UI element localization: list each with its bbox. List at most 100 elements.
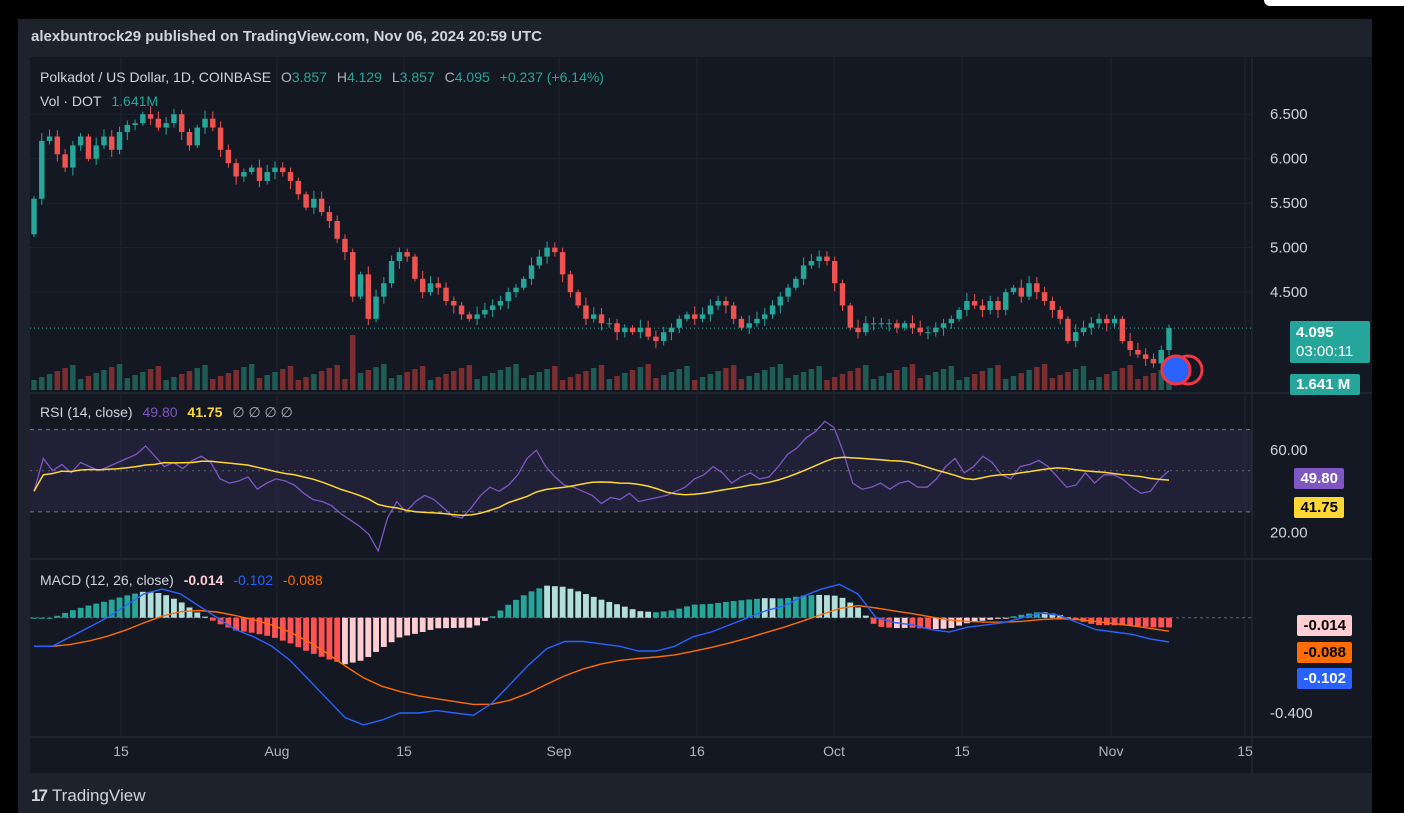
- candle-body: [256, 167, 263, 181]
- x-axis-tick-label: 15: [113, 743, 129, 759]
- macd-histogram-bar: [614, 604, 620, 618]
- macd-hist-badge: -0.014: [1297, 615, 1352, 636]
- volume-bar: [264, 375, 270, 390]
- volume-bar: [598, 365, 605, 390]
- volume-bar: [762, 370, 768, 390]
- volume-bar: [31, 380, 37, 390]
- volume-bar: [552, 366, 558, 390]
- volume-bar: [831, 377, 838, 390]
- macd-histogram-bar: [310, 617, 317, 654]
- rsi-line: [33, 420, 1170, 553]
- rsi-legend: RSI (14, close) 49.80 41.75 ∅ ∅ ∅ ∅: [40, 404, 299, 421]
- candle-body: [140, 114, 146, 124]
- macd-histogram-bar: [458, 617, 465, 628]
- volume-bar: [995, 365, 1001, 390]
- macd-histogram-bar: [777, 598, 784, 618]
- volume-bar: [521, 378, 527, 390]
- macd-histogram-bar: [1142, 617, 1149, 627]
- macd-histogram-bar: [917, 617, 924, 629]
- candle-body: [381, 283, 387, 297]
- volume-bar: [987, 368, 993, 390]
- rsi-value: 49.80: [142, 404, 178, 420]
- macd-histogram-bar: [139, 591, 146, 618]
- macd-histogram-bar: [886, 617, 893, 628]
- macd-hist-value: -0.014: [183, 572, 224, 588]
- volume-bar: [901, 367, 908, 390]
- volume-bar: [660, 375, 667, 390]
- volume-bar: [583, 371, 589, 390]
- macd-histogram-bar: [209, 617, 216, 621]
- macd-histogram-bar: [1150, 617, 1157, 628]
- volume-bar: [147, 369, 154, 390]
- macd-legend: MACD (12, 26, close) -0.014 -0.102 -0.08…: [40, 572, 329, 588]
- macd-histogram-bar: [225, 617, 232, 628]
- volume-bar: [178, 374, 185, 390]
- volume-bar: [140, 372, 146, 390]
- volume-bar: [870, 379, 877, 390]
- candle-body: [901, 323, 908, 328]
- candle-body: [1003, 292, 1009, 310]
- macd-histogram-bar: [730, 601, 737, 618]
- candle-body: [567, 274, 574, 293]
- macd-histogram-bar: [443, 617, 449, 629]
- volume-bar: [155, 366, 162, 390]
- publish-line: alexbuntrock29 published on TradingView.…: [31, 28, 542, 45]
- volume-bar: [217, 376, 224, 390]
- candle-body: [622, 327, 628, 333]
- volume-bar: [85, 376, 92, 390]
- volume-bar: [1158, 370, 1164, 390]
- volume-bar: [964, 377, 970, 390]
- volume-bar: [163, 380, 169, 390]
- volume-bar: [948, 366, 955, 390]
- volume-bar: [46, 374, 53, 390]
- macd-histogram-bar: [202, 616, 208, 618]
- macd-histogram-bar: [85, 605, 92, 618]
- candle-body: [1150, 358, 1157, 364]
- macd-histogram-bar: [1166, 617, 1172, 628]
- macd-histogram-bar: [256, 617, 263, 635]
- volume-bar: [777, 364, 784, 390]
- candle-body: [754, 318, 760, 324]
- candle-body: [940, 323, 947, 328]
- volume-bar: [1127, 365, 1133, 390]
- x-axis-tick-label: Aug: [265, 743, 290, 759]
- candle-body: [1158, 349, 1164, 364]
- candle-body: [210, 118, 216, 128]
- candle-body: [412, 256, 418, 279]
- candle-body: [793, 278, 799, 288]
- chart-area[interactable]: 15 Aug 15 Sep 16 Oct 15 Nov 15 6.500 6.000 5.500 5.0…: [30, 57, 1372, 773]
- candle-body: [474, 314, 480, 319]
- macd-histogram-bar: [194, 612, 201, 618]
- macd-histogram-bar: [948, 617, 955, 628]
- macd-histogram-bar: [171, 598, 177, 618]
- open-value: 3.857: [291, 69, 327, 85]
- chart-canvas[interactable]: 15 Aug 15 Sep 16 Oct 15 Nov 15 6.500 6.000 5.500 5.0…: [30, 57, 1372, 773]
- candle-body: [676, 318, 682, 328]
- volume-bar: [404, 372, 410, 390]
- volume-bar: [101, 370, 107, 390]
- candle-body: [606, 323, 612, 325]
- macd-histogram-bar: [1018, 614, 1025, 618]
- candle-body: [46, 136, 53, 141]
- volume-bar: [894, 370, 900, 390]
- candle-body: [233, 163, 239, 177]
- candle-body: [248, 167, 255, 173]
- tradingview-logo[interactable]: 17 TradingView: [31, 786, 145, 806]
- volume-bar: [505, 367, 511, 390]
- volume-bar: [1150, 373, 1157, 390]
- x-axis-tick-label: 15: [954, 743, 970, 759]
- candle-body: [855, 327, 861, 333]
- volume-bar: [443, 374, 449, 390]
- x-axis-tick-label: Nov: [1099, 743, 1124, 759]
- volume-bar: [699, 377, 706, 390]
- candle-body: [1018, 287, 1025, 297]
- candle-body: [894, 323, 900, 328]
- rsi-ma-badge: 41.75: [1294, 497, 1344, 518]
- macd-histogram-bar: [373, 617, 379, 652]
- volume-bar: [622, 373, 628, 390]
- candle-body: [70, 145, 76, 168]
- volume-bar: [497, 370, 504, 390]
- volume-bar: [536, 372, 543, 390]
- candle-body: [54, 136, 61, 155]
- volume-bar: [381, 364, 387, 390]
